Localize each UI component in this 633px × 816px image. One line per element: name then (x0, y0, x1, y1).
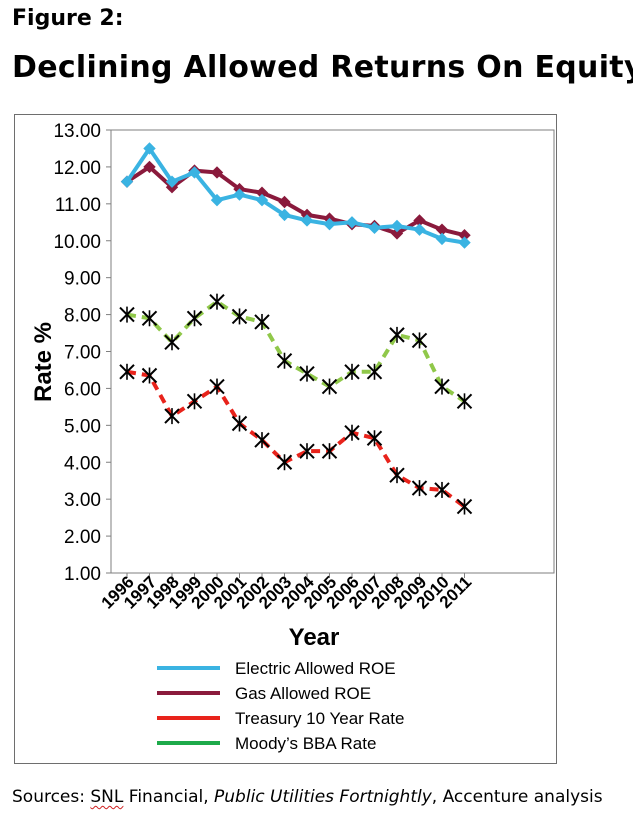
y-tick-label: 11.00 (55, 195, 101, 216)
point-treasury (321, 443, 338, 460)
point-moodys (164, 334, 180, 351)
legend-label-moodys: Moody’s BBA Rate (235, 734, 376, 753)
point-gas (390, 227, 404, 240)
chart-frame: 13.00 12.00 11.00 10.00 9.00 8.00 7.00 6.00 5.00… (14, 114, 557, 764)
y-tick-label: 3.00 (64, 490, 101, 511)
y-tick-label: 9.00 (64, 269, 101, 290)
point-treasury (254, 432, 270, 449)
point-treasury (389, 467, 405, 484)
point-electric (165, 175, 179, 188)
series-electric (120, 142, 471, 249)
sources-line: Sources: SNL Financial, Public Utilities… (12, 787, 603, 807)
figure-label: Figure 2: (12, 6, 124, 31)
series-treasury (119, 363, 473, 515)
point-moodys (366, 363, 383, 380)
point-electric (143, 142, 156, 155)
point-electric (300, 214, 314, 227)
sources-publication: Public Utilities Fortnightly (214, 787, 432, 807)
point-treasury (434, 481, 450, 498)
y-tick-label: 10.00 (53, 232, 101, 253)
point-treasury (231, 415, 248, 432)
y-tick-label: 2.00 (64, 527, 101, 548)
point-electric (255, 193, 269, 207)
point-electric (233, 188, 246, 201)
series-line-electric (125, 146, 465, 245)
legend-label-electric: Electric Allowed ROE (235, 659, 396, 678)
point-moodys (276, 352, 293, 369)
point-gas (278, 195, 291, 209)
point-moodys (434, 378, 450, 395)
point-moodys (389, 326, 405, 343)
point-treasury (119, 363, 135, 380)
y-tick-label: 13.00 (53, 121, 101, 142)
y-tick-label: 8.00 (64, 306, 101, 327)
point-electric (323, 217, 336, 231)
point-moodys (209, 293, 225, 310)
point-treasury (209, 378, 225, 395)
point-electric (188, 166, 201, 179)
point-gas (210, 166, 224, 179)
series-moodys (119, 293, 473, 410)
point-treasury (344, 424, 360, 441)
point-electric (278, 208, 291, 222)
point-moodys (141, 310, 158, 327)
sources-suffix: , Accenture analysis (431, 787, 603, 807)
point-electric (458, 236, 471, 249)
point-gas (143, 160, 156, 174)
point-electric (368, 221, 381, 235)
point-electric (435, 232, 449, 246)
y-tick-label: 4.00 (64, 453, 101, 474)
point-electric (390, 219, 404, 233)
point-moodys (344, 363, 360, 380)
sources-prefix: Sources: (12, 787, 91, 807)
point-moodys (299, 365, 315, 382)
point-moodys (411, 332, 428, 349)
point-treasury (164, 408, 180, 425)
y-tick-label: 1.00 (64, 564, 101, 585)
point-treasury (299, 443, 315, 460)
point-treasury (186, 393, 203, 410)
y-axis-label: Rate % (30, 322, 57, 402)
sources-snl: SNL (90, 787, 124, 807)
y-tick-label: 5.00 (64, 416, 101, 437)
plot-area (110, 129, 555, 574)
point-treasury (411, 480, 428, 497)
point-moodys (119, 306, 135, 323)
line-chart: 13.00 12.00 11.00 10.00 9.00 8.00 7.00 6.00 5.00… (30, 121, 555, 753)
point-electric (345, 216, 359, 229)
y-tick-label: 12.00 (53, 158, 101, 179)
series-line-treasury (126, 369, 466, 509)
legend-label-treasury: Treasury 10 Year Rate (235, 709, 404, 728)
page-title: Declining Allowed Returns On Equity (12, 50, 633, 85)
point-treasury (276, 454, 293, 471)
y-tick-label: 6.00 (64, 379, 101, 400)
point-moodys (254, 313, 270, 330)
point-electric (120, 175, 134, 188)
point-treasury (141, 367, 158, 384)
point-treasury (366, 430, 383, 447)
point-moodys (321, 378, 338, 395)
point-moodys (186, 310, 203, 327)
point-treasury (456, 498, 473, 515)
point-moodys (456, 393, 473, 410)
legend-label-gas: Gas Allowed ROE (235, 684, 371, 703)
x-axis-label: Year (289, 624, 340, 651)
point-moodys (231, 308, 248, 325)
point-electric (210, 193, 224, 207)
point-electric (413, 223, 426, 236)
y-tick-label: 7.00 (64, 343, 101, 364)
sources-financial: Financial, (123, 787, 215, 807)
series-line-moodys (126, 299, 466, 404)
